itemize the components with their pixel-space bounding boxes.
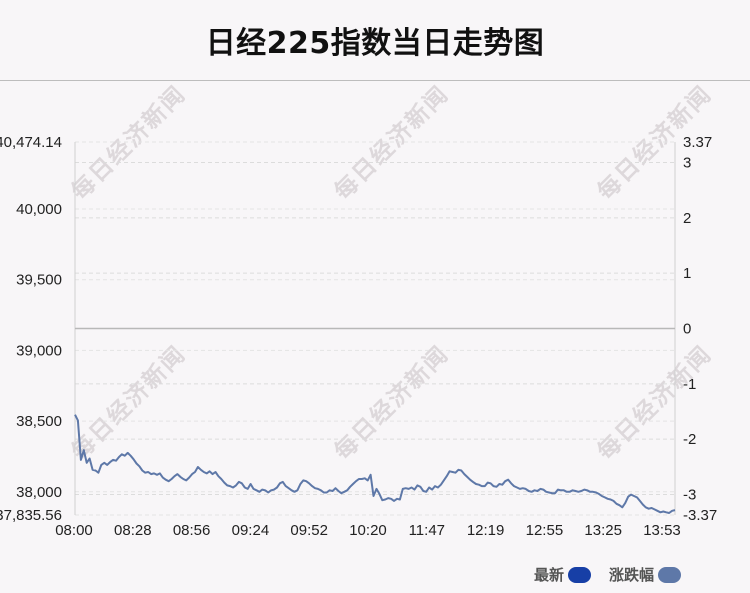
legend-swatch-change bbox=[658, 566, 682, 583]
y-tick-label-right: -3 bbox=[683, 487, 696, 504]
x-tick-label: 12:19 bbox=[467, 522, 505, 539]
series-line-latest bbox=[74, 414, 676, 514]
x-tick-label: 13:25 bbox=[584, 522, 622, 539]
y-tick-label-right: -2 bbox=[683, 431, 696, 448]
y-tick-label-left: 39,500 bbox=[16, 272, 62, 289]
y-tick-label-right: 3.37 bbox=[683, 134, 712, 151]
legend-item-latest[interactable]: 最新 bbox=[534, 564, 592, 585]
y-tick-label-right: 1 bbox=[683, 265, 691, 282]
x-tick-label: 10:20 bbox=[349, 522, 387, 539]
y-tick-label-right: 0 bbox=[683, 321, 691, 338]
y-tick-label-right: 2 bbox=[683, 210, 691, 227]
x-tick-label: 08:28 bbox=[114, 522, 152, 539]
y-tick-label-right: -3.37 bbox=[683, 507, 717, 524]
y-tick-label-left: 38,500 bbox=[16, 413, 62, 430]
legend-swatch-latest bbox=[568, 566, 592, 583]
legend-label-latest: 最新 bbox=[534, 566, 565, 584]
x-tick-label: 13:53 bbox=[643, 522, 681, 539]
x-tick-label: 08:00 bbox=[55, 522, 93, 539]
x-tick-label: 09:24 bbox=[232, 522, 270, 539]
y-tick-label-left: 38,000 bbox=[16, 484, 62, 501]
legend-label-change: 涨跌幅 bbox=[609, 566, 655, 584]
y-tick-label-right: 3 bbox=[683, 154, 691, 171]
x-tick-label: 08:56 bbox=[173, 522, 211, 539]
x-tick-label: 09:52 bbox=[290, 522, 328, 539]
x-tick-label: 12:55 bbox=[526, 522, 564, 539]
y-tick-label-left: 40,474.14 bbox=[0, 134, 62, 151]
y-tick-label-left: 39,000 bbox=[16, 342, 62, 359]
x-tick-label: 11:47 bbox=[409, 522, 445, 539]
legend-item-change[interactable]: 涨跌幅 bbox=[609, 564, 682, 585]
y-tick-label-left: 40,000 bbox=[16, 201, 62, 218]
y-tick-label-right: -1 bbox=[683, 376, 696, 393]
chart-title: 日经225指数当日走势图 bbox=[205, 26, 545, 61]
title-divider bbox=[0, 80, 750, 81]
y-tick-label-left: 37,835.56 bbox=[0, 507, 62, 524]
